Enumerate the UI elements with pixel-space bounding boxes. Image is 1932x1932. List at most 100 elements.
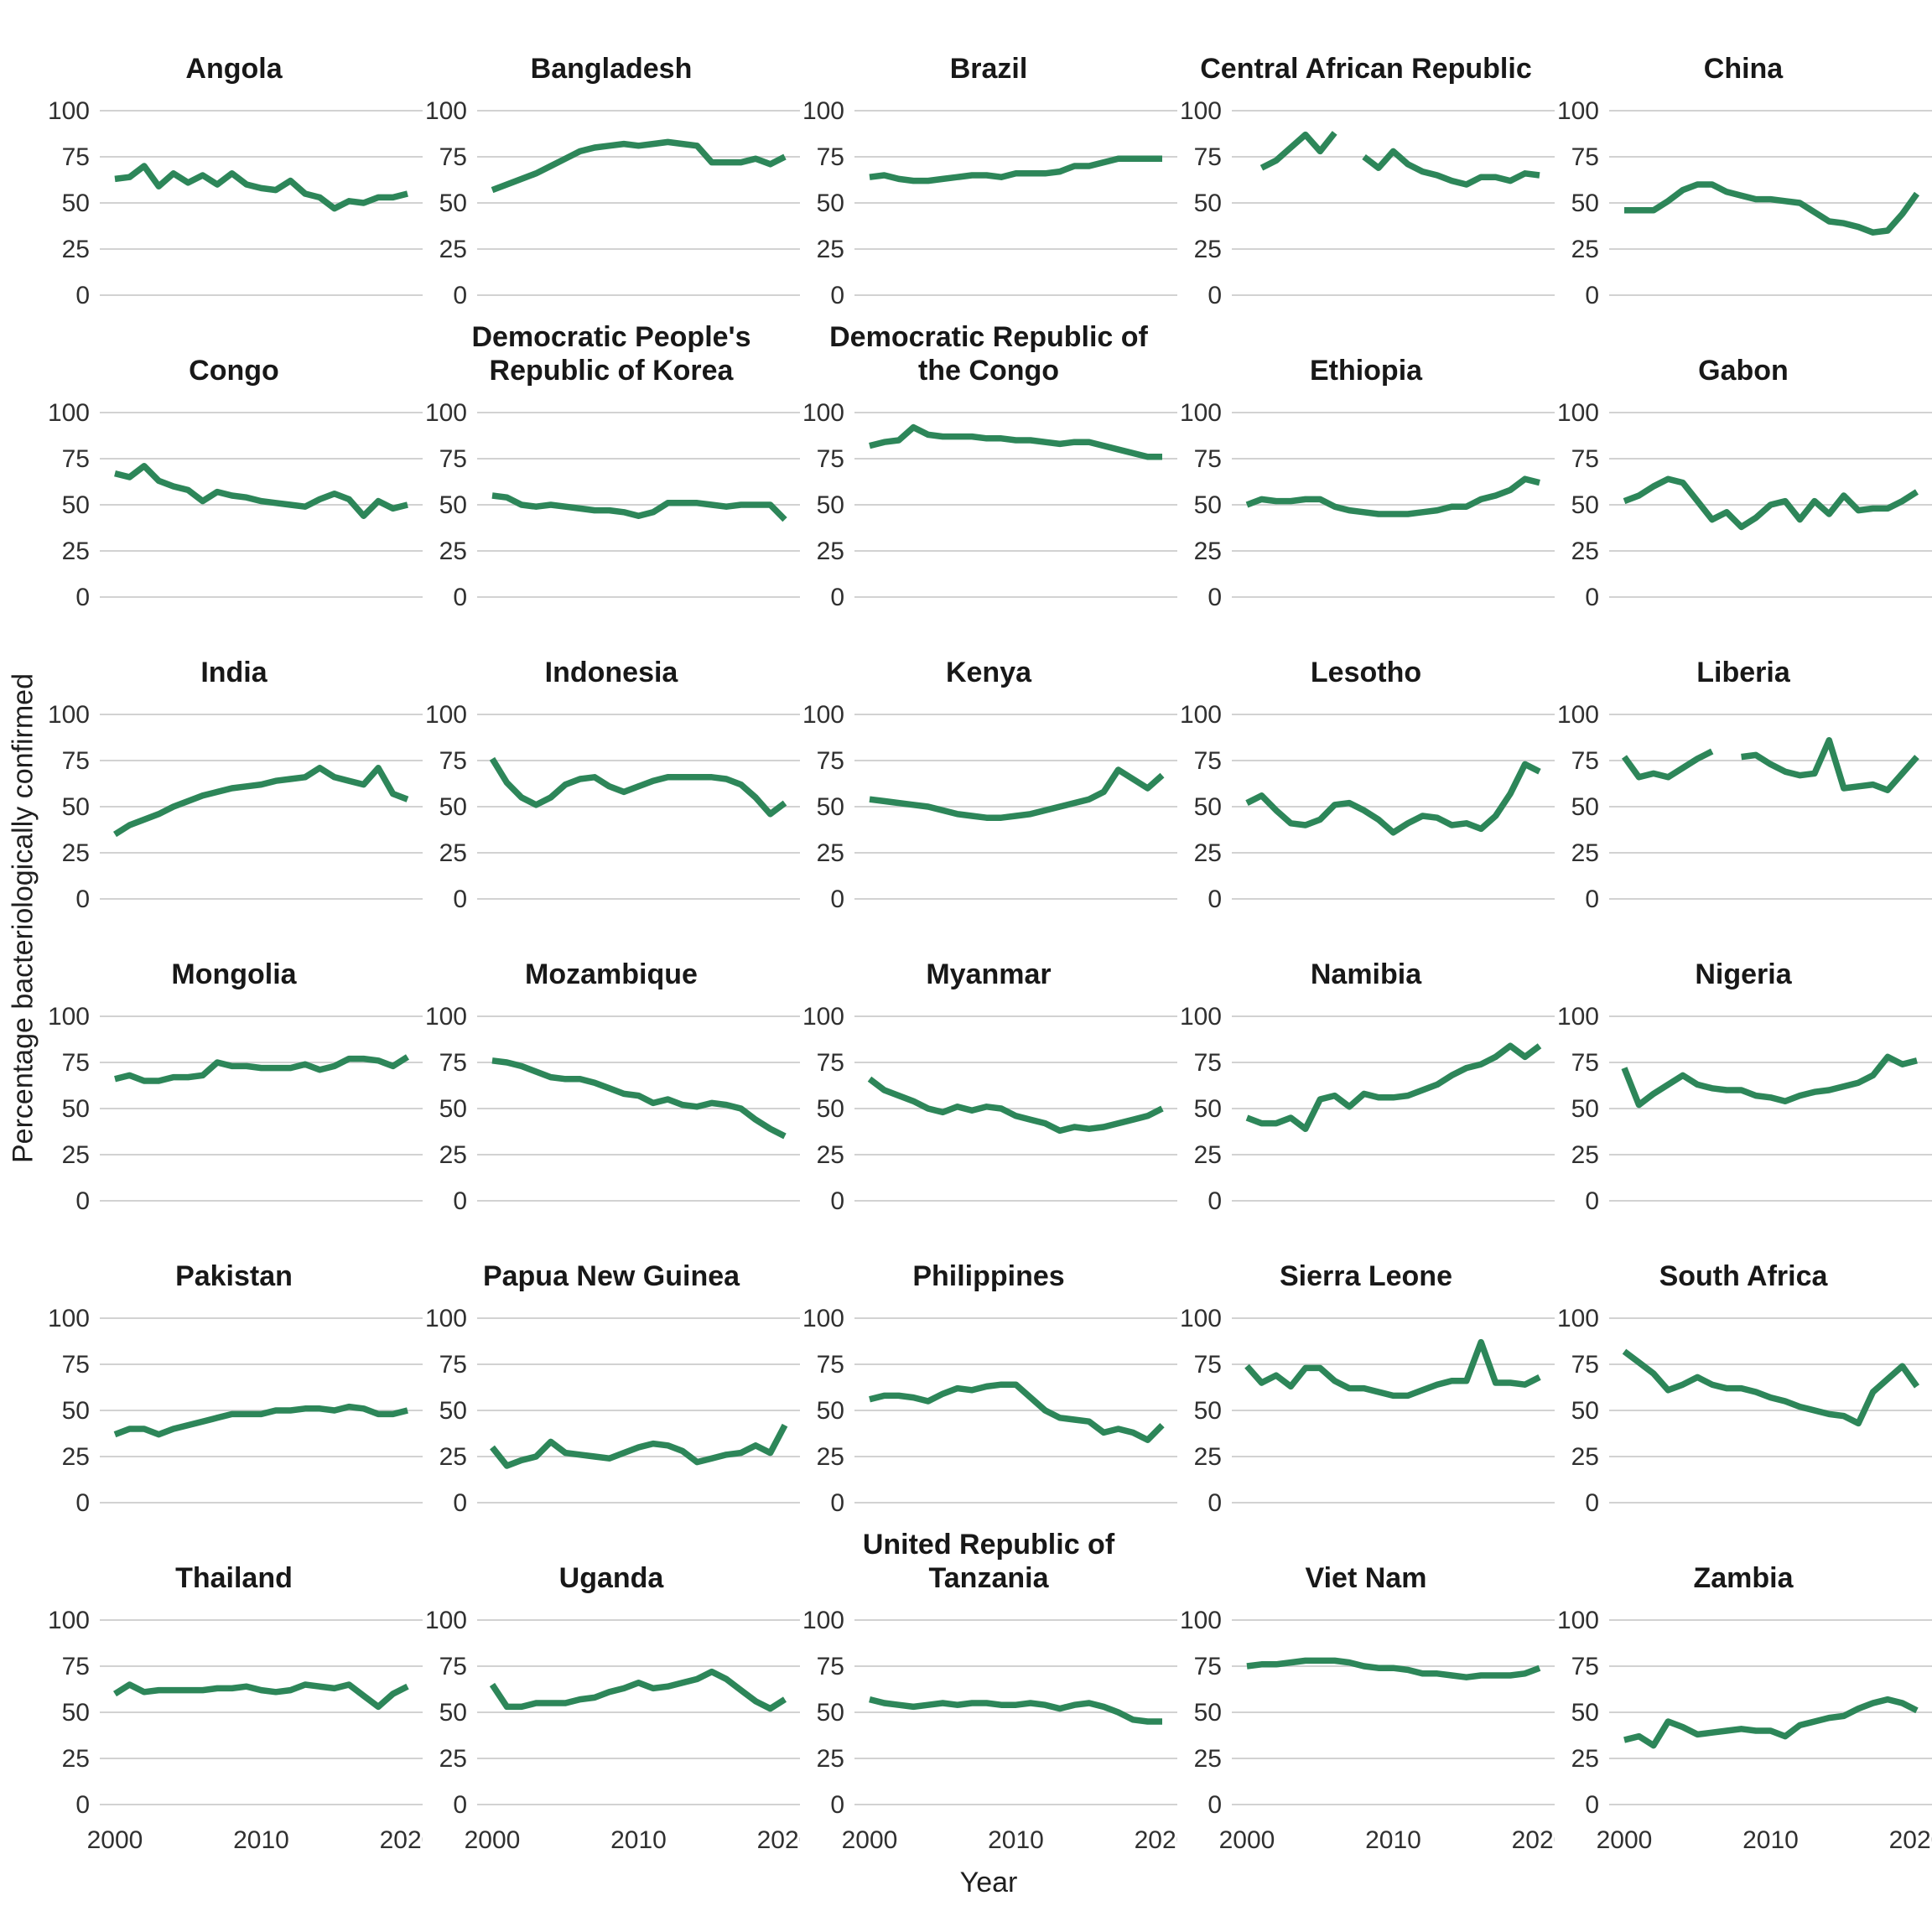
facet-chart: 100 75 50 25 0 — [48, 97, 423, 309]
facet-papua-new-guinea: Papua New Guinea 100 75 50 25 0 — [423, 1218, 800, 1519]
y-tick-label: 0 — [1585, 1791, 1599, 1819]
y-tick-label: 100 — [1180, 1003, 1222, 1031]
y-tick-label: 75 — [1571, 1653, 1599, 1680]
y-tick-label: 100 — [802, 1607, 844, 1634]
facet-title: Uganda — [558, 1561, 664, 1594]
y-tick-label: 75 — [62, 445, 90, 473]
facet-title: Thailand — [175, 1561, 293, 1594]
y-tick-label: 50 — [439, 1095, 467, 1123]
y-tick-label: 100 — [802, 701, 844, 729]
trend-line — [490, 1423, 788, 1469]
y-tick-label: 0 — [830, 886, 844, 913]
y-tick-label: 50 — [1571, 190, 1599, 217]
facet-chart: 100 75 50 25 0 — [48, 1003, 423, 1215]
y-tick-label: 75 — [1194, 1049, 1222, 1077]
y-tick-label: 0 — [1208, 1489, 1222, 1517]
trend-line — [113, 1681, 409, 1711]
facet-chart: 100 75 50 25 0 2000 2010 2020 — [425, 1607, 800, 1854]
facet-chart: 100 75 50 25 0 2000 2010 2020 — [802, 1607, 1177, 1854]
y-tick-label: 50 — [1194, 491, 1222, 519]
y-tick-label: 25 — [1571, 1443, 1599, 1471]
y-tick-label: 25 — [817, 1443, 844, 1471]
facet-title: Lesotho — [1310, 656, 1422, 688]
y-tick-label: 25 — [1194, 236, 1222, 263]
y-tick-label: 75 — [1194, 747, 1222, 775]
y-tick-label: 25 — [817, 1141, 844, 1169]
y-tick-label: 25 — [439, 236, 467, 263]
y-tick-label: 100 — [1180, 399, 1222, 427]
y-tick-label: 50 — [1194, 1095, 1222, 1123]
trend-line — [1245, 1042, 1542, 1132]
y-tick-label: 25 — [439, 1745, 467, 1773]
y-tick-label: 75 — [817, 143, 844, 171]
trend-line — [867, 1076, 1164, 1135]
facet-chart: 100 75 50 25 0 — [1180, 701, 1555, 913]
facet-central-african-republic: Central African Republic 100 75 50 25 0 — [1177, 10, 1555, 312]
y-tick-label: 25 — [1571, 839, 1599, 867]
y-tick-label: 50 — [1194, 190, 1222, 217]
y-tick-label: 25 — [1571, 538, 1599, 565]
facet-united-republic-of-tanzania: United Republic of Tanzania 100 75 50 25 0 200… — [800, 1519, 1177, 1872]
y-tick-label: 25 — [1571, 1745, 1599, 1773]
y-tick-label: 0 — [453, 886, 467, 913]
facet-title: Gabon — [1698, 354, 1789, 387]
y-tick-label: 50 — [1571, 793, 1599, 821]
x-tick-label: 2010 — [1742, 1826, 1799, 1854]
y-tick-label: 100 — [802, 1305, 844, 1332]
facet-gabon: Gabon 100 75 50 25 0 — [1555, 312, 1932, 614]
facet-chart: 100 75 50 25 0 — [425, 1003, 800, 1215]
y-tick-label: 100 — [425, 701, 467, 729]
trend-line — [491, 138, 787, 194]
y-tick-label: 100 — [1557, 97, 1599, 125]
facet-kenya: Kenya 100 75 50 25 0 — [800, 614, 1177, 916]
y-tick-label: 50 — [439, 1397, 467, 1425]
facet-chart: 100 75 50 25 0 — [1557, 97, 1932, 309]
trend-line — [489, 756, 787, 818]
trend-line — [1623, 475, 1919, 531]
y-tick-label: 50 — [62, 1095, 90, 1123]
facet-grid: Angola 100 75 50 25 0 Bangladesh 100 75 50 25 0 Braz… — [45, 10, 1932, 1872]
y-tick-label: 0 — [1585, 282, 1599, 309]
y-tick-label: 75 — [1571, 1049, 1599, 1077]
y-tick-label: 0 — [1208, 1791, 1222, 1819]
trend-line — [489, 1668, 787, 1712]
y-tick-label: 100 — [1557, 1607, 1599, 1634]
y-tick-label: 100 — [48, 1305, 90, 1332]
facet-chart: 100 75 50 25 0 — [1180, 1305, 1555, 1517]
y-axis-title: Percentage bacteriologically confirmed — [7, 673, 39, 1163]
y-tick-label: 0 — [453, 584, 467, 611]
y-tick-label: 75 — [1571, 143, 1599, 171]
y-tick-label: 0 — [830, 1187, 844, 1215]
y-tick-label: 25 — [817, 538, 844, 565]
y-tick-label: 50 — [817, 793, 844, 821]
trend-line — [869, 1381, 1165, 1443]
y-tick-label: 50 — [1571, 491, 1599, 519]
y-tick-label: 50 — [439, 190, 467, 217]
y-tick-label: 50 — [62, 1397, 90, 1425]
trend-line — [1245, 475, 1540, 517]
y-tick-label: 75 — [1571, 445, 1599, 473]
x-tick-label: 2010 — [988, 1826, 1044, 1854]
x-tick-label: 2010 — [610, 1826, 667, 1854]
y-tick-label: 75 — [62, 1049, 90, 1077]
trend-line — [114, 463, 408, 519]
facet-title: Brazil — [949, 52, 1028, 85]
facet-angola: Angola 100 75 50 25 0 — [45, 10, 423, 312]
y-tick-label: 75 — [439, 1653, 467, 1680]
facet-nigeria: Nigeria 100 75 50 25 0 — [1555, 916, 1932, 1218]
y-tick-label: 50 — [817, 1699, 844, 1727]
facet-zambia: Zambia 100 75 50 25 0 2000 2010 2020 — [1555, 1519, 1932, 1872]
x-tick-label: 2000 — [87, 1826, 143, 1854]
trend-line — [1623, 1696, 1919, 1749]
y-tick-label: 75 — [1194, 1653, 1222, 1680]
y-tick-label: 0 — [830, 282, 844, 309]
trend-line — [491, 1057, 787, 1140]
facet-liberia: Liberia 100 75 50 25 0 — [1555, 614, 1932, 916]
facet-chart: 100 75 50 25 0 — [1557, 701, 1932, 913]
trend-line — [113, 765, 409, 838]
facet-title: Bangladesh — [530, 52, 693, 85]
y-tick-label: 25 — [1194, 538, 1222, 565]
y-tick-label: 100 — [48, 1607, 90, 1634]
facet-philippines: Philippines 100 75 50 25 0 — [800, 1218, 1177, 1519]
x-tick-label: 2020 — [380, 1826, 423, 1854]
